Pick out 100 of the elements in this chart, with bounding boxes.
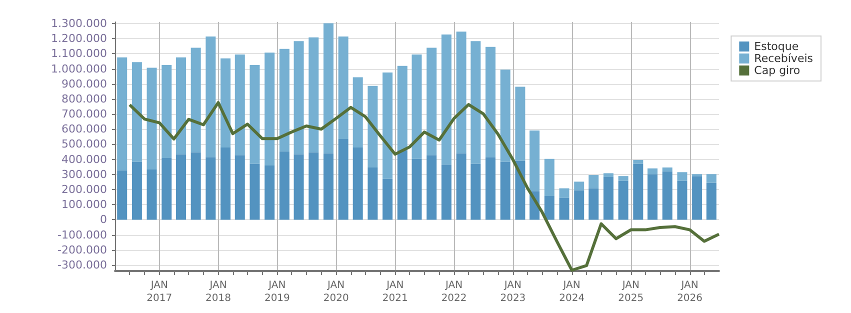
y-tick-label: 0: [100, 213, 107, 226]
bar: [412, 158, 422, 220]
bar: [146, 68, 157, 170]
bar: [559, 188, 570, 198]
bar: [500, 162, 510, 220]
bar: [162, 158, 172, 220]
bar: [588, 188, 599, 220]
bar: [146, 169, 157, 220]
bar: [559, 198, 570, 220]
bar: [323, 153, 334, 220]
bar: [515, 86, 526, 161]
y-tick-label: 700.000: [62, 108, 107, 121]
bar: [250, 164, 260, 220]
bar: [648, 174, 658, 220]
bar: [117, 57, 128, 170]
bar: [618, 180, 628, 220]
x-tick-label: JAN 2025: [618, 280, 644, 304]
bar: [692, 176, 702, 220]
bar: [190, 48, 201, 152]
x-tick-label: JAN 2022: [441, 280, 467, 304]
bar: [368, 86, 378, 168]
bar: [264, 166, 275, 220]
bar: [486, 157, 496, 220]
y-tick-label: 1.000.000: [51, 62, 107, 76]
bar: [279, 48, 290, 152]
bar: [677, 180, 688, 220]
bar: [633, 164, 644, 220]
bar: [648, 168, 658, 174]
x-tick-label: JAN 2021: [382, 280, 408, 304]
bar: [323, 23, 334, 154]
bar: [132, 62, 142, 162]
bar: [677, 172, 688, 181]
bar: [486, 46, 496, 158]
x-tick-label: JAN 2023: [500, 280, 526, 304]
y-tick-label: -200.000: [58, 243, 107, 256]
bar: [426, 155, 437, 220]
bar: [633, 160, 644, 164]
x-tick-label: JAN 2026: [677, 280, 703, 304]
bar: [294, 154, 304, 220]
y-tick-label: -100.000: [58, 228, 107, 242]
bar: [234, 54, 245, 156]
bar: [162, 65, 172, 158]
bar: [441, 164, 452, 220]
bar: [456, 153, 466, 220]
y-tick-label: 800.000: [62, 92, 107, 106]
x-tick-label: JAN 2018: [206, 280, 231, 304]
x-tick-label: JAN 2017: [146, 280, 172, 304]
bar: [338, 138, 348, 220]
bar: [603, 176, 614, 220]
y-tick-label: 600.000: [62, 122, 107, 136]
bar: [662, 167, 672, 172]
bar: [132, 162, 142, 220]
bar: [368, 167, 378, 220]
bar: [530, 130, 540, 192]
bar: [220, 148, 231, 220]
y-tick-label: 500.000: [62, 138, 107, 151]
bar: [382, 72, 393, 179]
bar: [618, 176, 628, 181]
legend-label: Recebíveis: [754, 52, 814, 65]
y-tick-label: 1.200.000: [51, 32, 107, 46]
y-tick-label: 100.000: [62, 198, 107, 212]
bar: [117, 170, 128, 220]
bar: [338, 36, 348, 139]
bar: [706, 174, 716, 183]
y-tick-label: 900.000: [62, 77, 107, 90]
y-tick-label: 1.100.000: [51, 47, 107, 60]
bar: [308, 37, 319, 152]
bar: [456, 32, 466, 154]
bar: [382, 178, 393, 220]
bar: [470, 41, 481, 164]
bar: [176, 57, 186, 154]
bar: [470, 164, 481, 220]
bar: [206, 157, 216, 220]
bar: [250, 65, 260, 164]
bar: [279, 151, 290, 220]
y-tick-label: 400.000: [62, 152, 107, 166]
bar: [352, 148, 363, 220]
bar: [234, 155, 245, 220]
bar: [574, 190, 584, 220]
line-series: [128, 101, 720, 272]
y-tick-label: 200.000: [62, 183, 107, 196]
y-tick-label: -300.000: [58, 258, 107, 272]
bar: [294, 41, 304, 154]
bar: [706, 182, 716, 220]
bar: [190, 152, 201, 220]
bar: [603, 173, 614, 177]
x-tick-label: JAN 2024: [559, 280, 585, 304]
bar: [176, 154, 186, 220]
legend-label: Estoque: [754, 40, 799, 53]
bar: [500, 70, 510, 162]
bar: [574, 182, 584, 190]
bar: [588, 175, 599, 188]
bar: [544, 158, 554, 196]
bar: [441, 34, 452, 165]
legend-label: Cap giro: [754, 64, 800, 77]
bar: [264, 52, 275, 166]
bar: [397, 150, 408, 220]
y-tick-label: 1.300.000: [51, 17, 107, 30]
x-tick-label: JAN 2019: [264, 280, 290, 304]
bar: [206, 36, 216, 158]
